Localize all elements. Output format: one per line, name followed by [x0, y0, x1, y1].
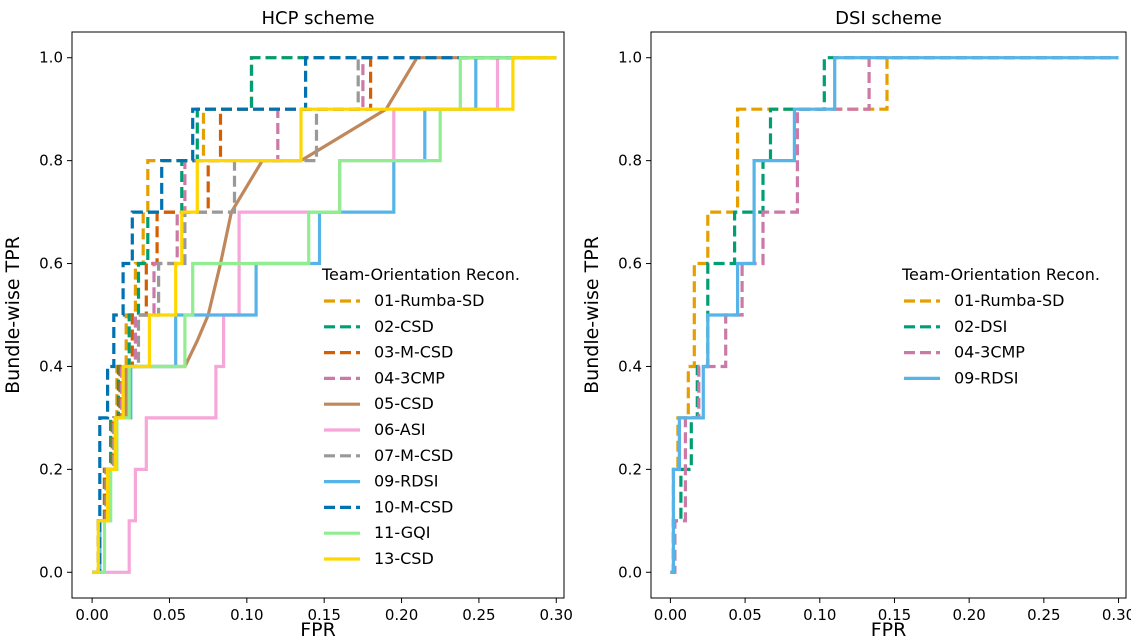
y-tick-label: 0.4	[39, 357, 63, 375]
y-tick-label: 1.0	[618, 49, 642, 67]
y-tick-label: 0.6	[39, 255, 63, 273]
legend-label: 13-CSD	[374, 549, 434, 568]
legend-label: 06-ASI	[374, 420, 426, 439]
legend-label: 01-Rumba-SD	[954, 291, 1064, 310]
x-tick-label: 0.30	[1102, 606, 1131, 624]
legend: Team-Orientation Recon. 01-Rumba-SD 02-CSD…	[321, 265, 520, 568]
legend-label: 02-CSD	[374, 317, 434, 336]
x-tick-label: 0.00	[75, 606, 108, 624]
legend-label: 01-Rumba-SD	[374, 291, 484, 310]
legend-label: 07-M-CSD	[374, 446, 453, 465]
legend-title: Team-Orientation Recon.	[321, 265, 520, 284]
legend-label: 10-M-CSD	[374, 497, 453, 516]
x-tick-label: 0.15	[878, 606, 911, 624]
axes-frame	[71, 31, 565, 599]
y-tick-label: 1.0	[39, 49, 63, 67]
legend-title: Team-Orientation Recon.	[901, 265, 1100, 284]
legend-label: 05-CSD	[374, 394, 434, 413]
series-line	[92, 56, 557, 574]
chart-title: HCP scheme	[261, 8, 374, 29]
y-tick-label: 0.0	[39, 563, 63, 581]
x-axis-label: FPR	[300, 619, 336, 641]
x-tick-label: 0.00	[654, 606, 687, 624]
x-tick-label: 0.25	[1027, 606, 1060, 624]
series-group	[670, 56, 1119, 574]
series-group	[92, 56, 557, 574]
y-axis-label: Bundle-wise TPR	[581, 236, 603, 394]
legend-label: 04-3CMP	[374, 368, 445, 387]
legend-label: 09-RDSI	[374, 472, 438, 491]
y-axis-label: Bundle-wise TPR	[2, 236, 24, 394]
x-axis-label: FPR	[871, 619, 907, 641]
y-tick-label: 0.8	[618, 152, 642, 170]
x-tick-label: 0.05	[153, 606, 186, 624]
x-tick-label: 0.15	[307, 606, 340, 624]
series-line	[670, 56, 1119, 574]
y-tick-label: 0.0	[618, 563, 642, 581]
legend: Team-Orientation Recon. 01-Rumba-SD 02-DSI…	[901, 265, 1100, 387]
chart-title: DSI scheme	[835, 8, 942, 29]
series-line	[92, 56, 557, 574]
x-tick-label: 0.30	[540, 606, 573, 624]
y-tick-label: 0.4	[618, 357, 642, 375]
x-tick-label: 0.20	[385, 606, 418, 624]
x-tick-label: 0.20	[952, 606, 985, 624]
axes-frame	[650, 31, 1127, 599]
series-line	[92, 56, 557, 574]
y-tick-label: 0.2	[39, 460, 63, 478]
legend-label: 03-M-CSD	[374, 343, 453, 362]
y-tick-label: 0.6	[618, 255, 642, 273]
hcp-panel: 0.00 0.05 0.10 0.15 0.20 0.25 0.30 0.0 0.2 0.4 0.6…	[2, 8, 573, 641]
legend-label: 09-RDSI	[954, 368, 1018, 387]
x-tick-label: 0.25	[462, 606, 495, 624]
x-tick-label: 0.10	[230, 606, 263, 624]
legend-label: 04-3CMP	[954, 343, 1025, 362]
x-tick-label: 0.05	[728, 606, 761, 624]
legend-label: 11-GQI	[374, 523, 430, 542]
series-line	[670, 56, 1119, 574]
legend-label: 02-DSI	[954, 317, 1007, 336]
dsi-panel: 0.00 0.05 0.10 0.15 0.20 0.25 0.30 0.0 0.2 0.4 0.6…	[581, 8, 1131, 641]
y-tick-label: 0.2	[618, 460, 642, 478]
y-tick-label: 0.8	[39, 152, 63, 170]
x-tick-label: 0.10	[803, 606, 836, 624]
